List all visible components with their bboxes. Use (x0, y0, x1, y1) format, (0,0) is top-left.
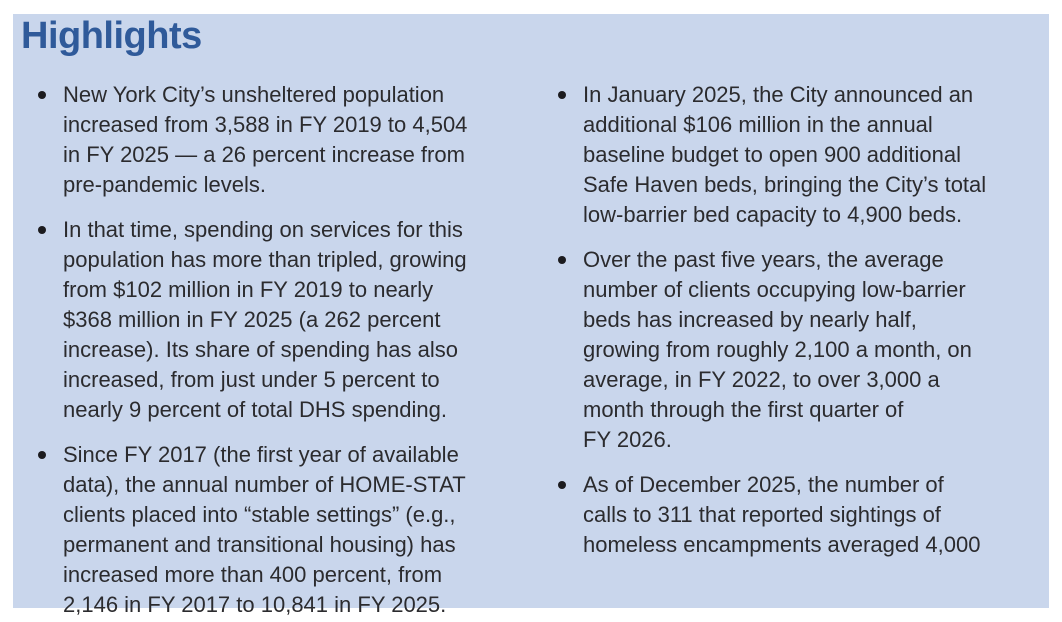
bullet-icon (38, 91, 46, 99)
bullet-icon (558, 481, 566, 489)
page-title: Highlights (21, 15, 202, 57)
highlights-columns: New York City’s unsheltered population i… (21, 80, 1037, 622)
bullet-icon (558, 91, 566, 99)
highlights-left-column: New York City’s unsheltered population i… (21, 80, 541, 622)
highlight-text: In January 2025, the City announced an a… (583, 82, 987, 227)
bullet-icon (38, 451, 46, 459)
highlight-text: In that time, spending on services for t… (63, 217, 467, 422)
highlight-text: New York City’s unsheltered population i… (63, 82, 468, 197)
bullet-icon (558, 256, 566, 264)
highlight-text: As of December 2025, the number of calls… (583, 472, 981, 557)
highlight-item: In that time, spending on services for t… (21, 215, 541, 425)
highlight-text: Since FY 2017 (the first year of availab… (63, 442, 466, 617)
highlight-item: New York City’s unsheltered population i… (21, 80, 541, 200)
bullet-icon (38, 226, 46, 234)
highlight-text: Over the past five years, the average nu… (583, 247, 972, 452)
highlight-item: In January 2025, the City announced an a… (541, 80, 1037, 230)
highlight-item: As of December 2025, the number of calls… (541, 470, 1037, 560)
highlights-panel: Highlights New York City’s unsheltered p… (13, 14, 1049, 617)
highlight-item: Over the past five years, the average nu… (541, 245, 1037, 455)
highlights-right-column: In January 2025, the City announced an a… (541, 80, 1037, 622)
highlight-item: Since FY 2017 (the first year of availab… (21, 440, 541, 620)
